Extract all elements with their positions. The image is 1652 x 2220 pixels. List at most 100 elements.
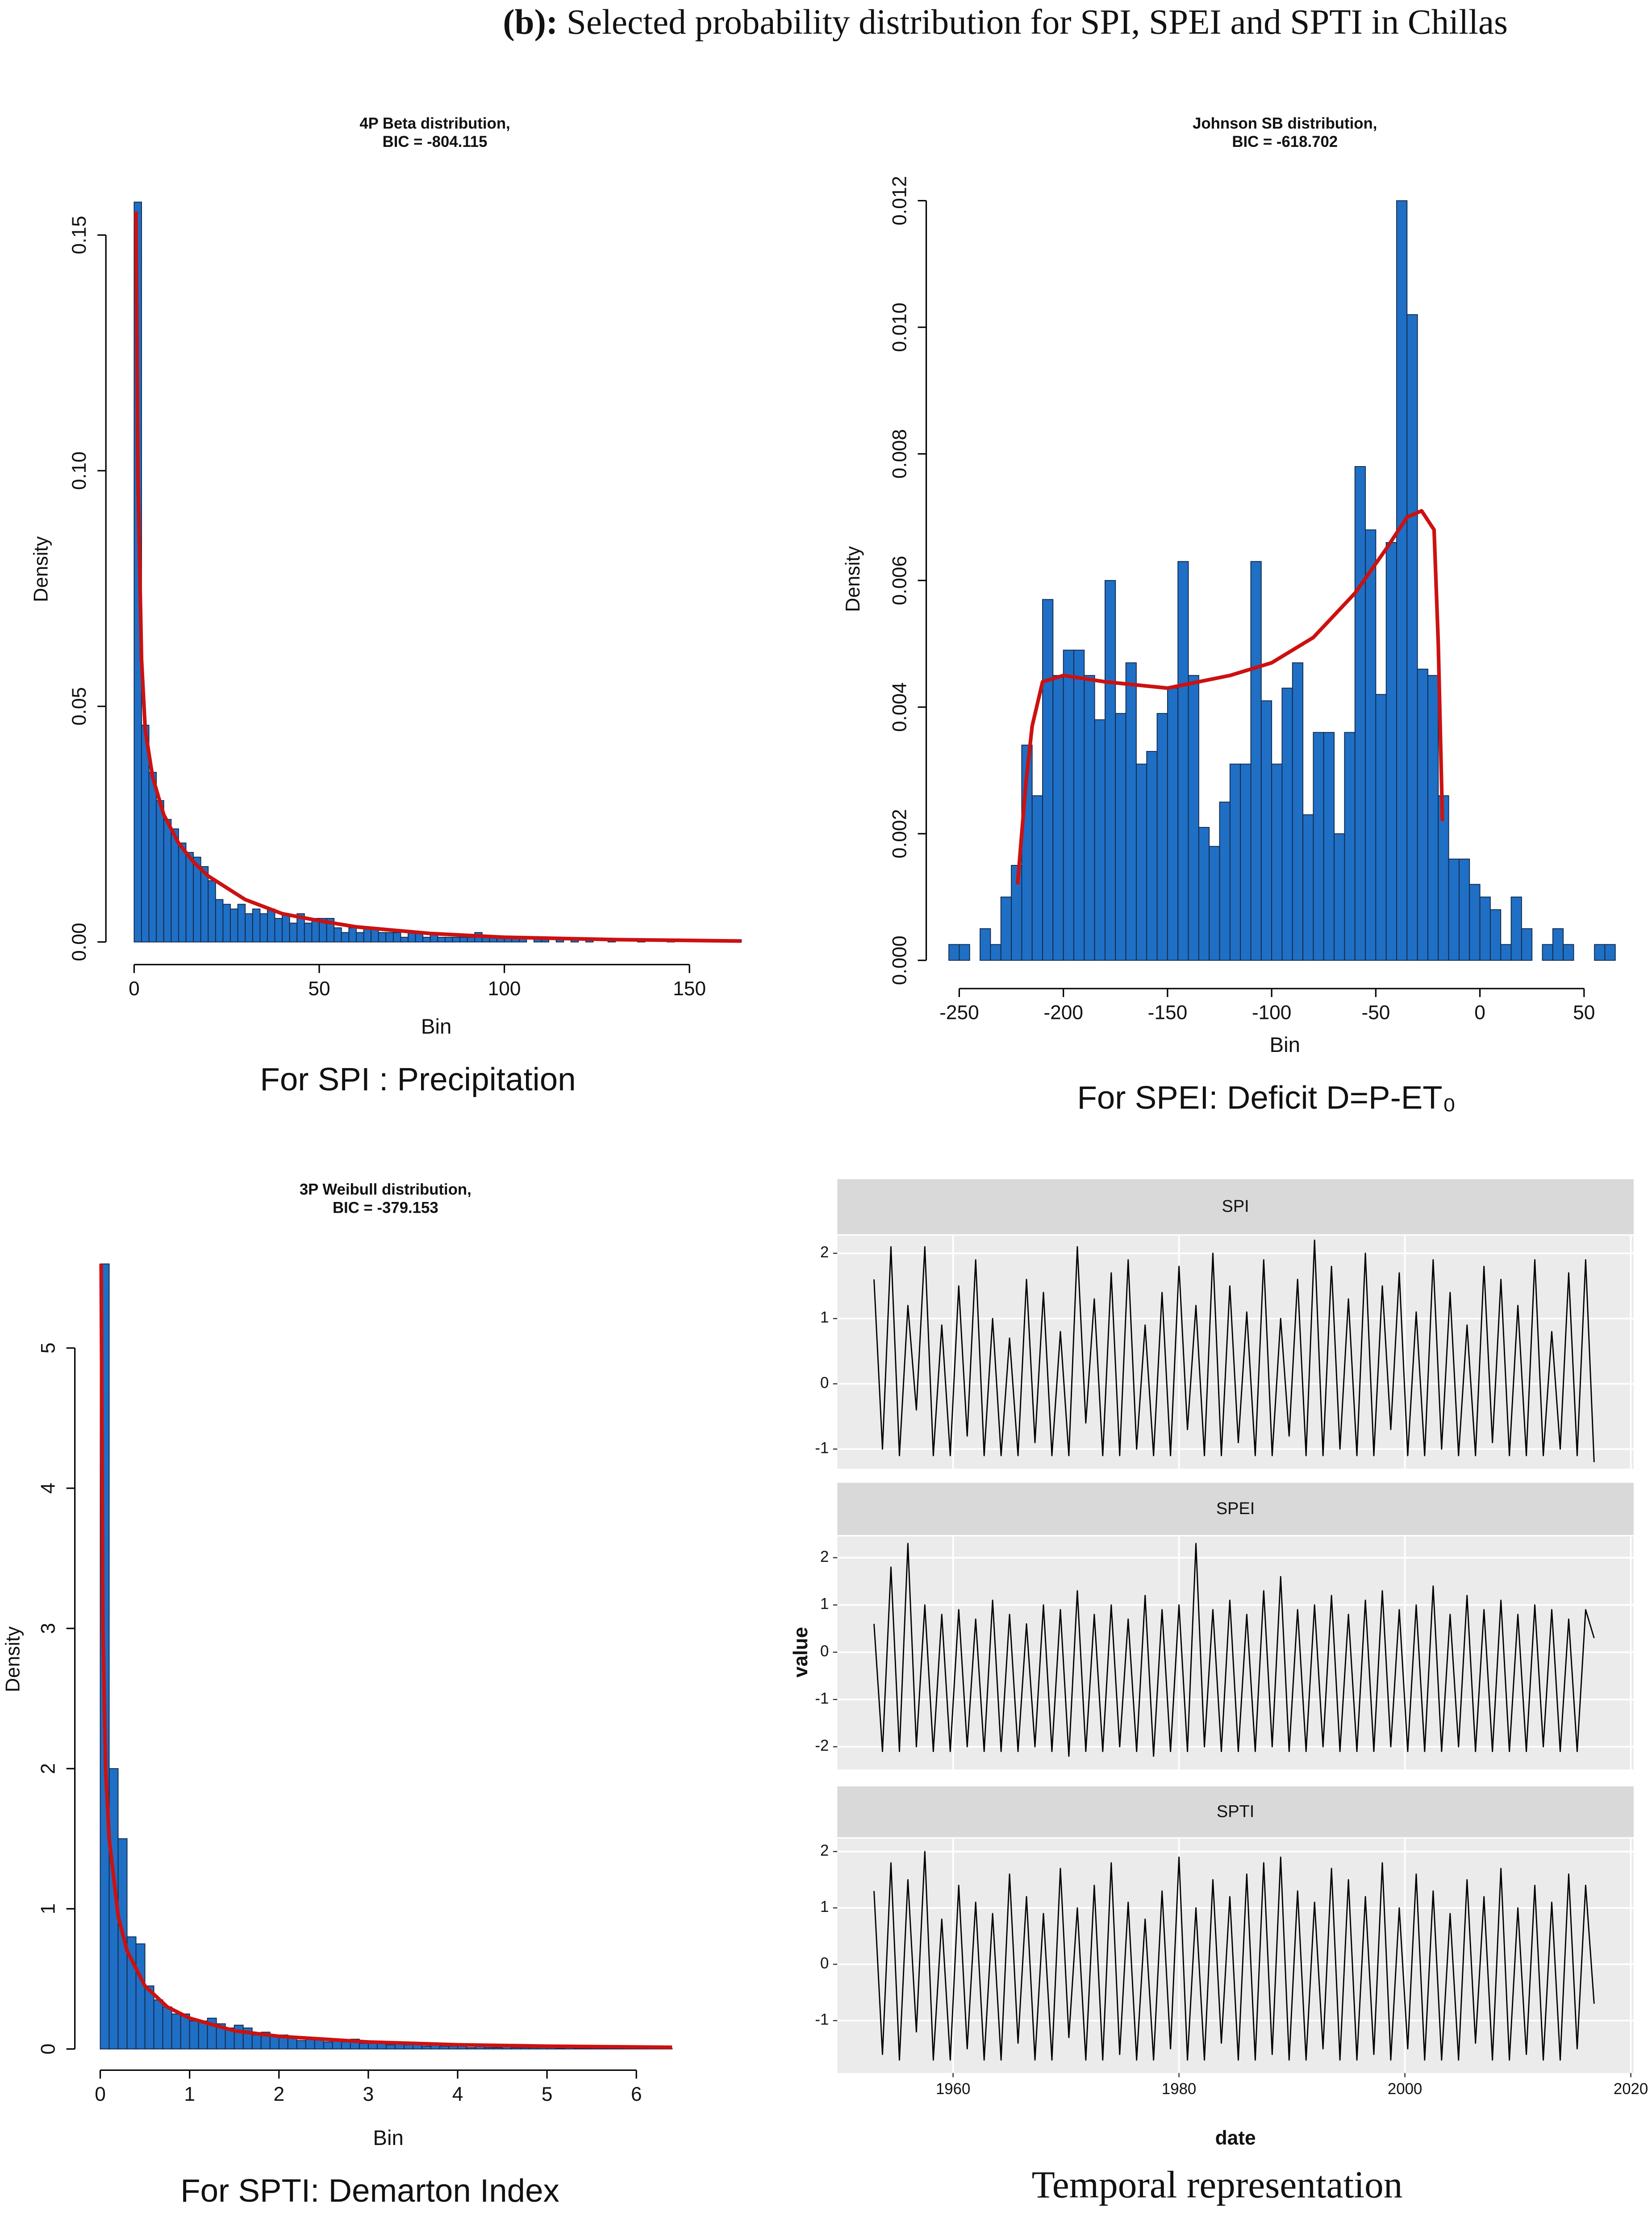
bar [1281,688,1293,961]
bar [208,880,216,943]
x-tick-label: 150 [673,978,706,1000]
x-axis-label: date [1215,2127,1256,2149]
figure-title: (b): Selected probability distribution f… [503,3,1508,42]
y-tick-label: 0.05 [68,687,90,726]
bar [171,828,179,943]
x-tick-label: 100 [488,978,521,1000]
bar [1510,897,1522,961]
caption: For SPTI: Demarton Index [180,2173,559,2209]
bar [444,937,453,943]
caption: Temporal representation [1032,2164,1403,2206]
bar [1500,944,1512,961]
chart-subtitle: BIC = -804.115 [383,134,488,150]
x-tick-label: 0 [1474,1002,1485,1024]
bar [156,800,164,943]
fit-curve [1015,509,1444,885]
bar [408,932,416,943]
bar [459,937,468,943]
bar [493,2047,503,2049]
x-tick-label: 2020 [1614,2081,1648,2098]
bar [378,932,387,943]
panel [837,1838,1634,2073]
bar [274,918,283,943]
y-tick-label: 1 [820,1309,829,1326]
y-tick-label: -1 [815,1440,829,1457]
x-tick-label: -150 [1148,1002,1188,1024]
y-tick-label: 3 [37,1623,59,1634]
x-axis-label: Bin [373,2126,404,2150]
bar [200,866,209,943]
x-tick-label: -100 [1252,1002,1292,1024]
bar [1240,764,1252,961]
bar [980,928,991,961]
bar [448,2045,458,2049]
bar [1521,928,1533,961]
chart-title: 4P Beta distribution, [359,115,510,132]
bar [1031,795,1043,961]
bar [215,899,224,943]
y-axis-label: Density [2,1626,24,1692]
bar [1448,858,1460,961]
bar [1000,897,1012,961]
x-tick-label: 1980 [1162,2081,1196,2098]
bar [555,2048,566,2049]
bar [990,944,1001,961]
caption: For SPEI: Deficit D=P-ET₀ [1077,1080,1456,1116]
bar [1489,909,1502,961]
bar [1479,897,1491,961]
bar [1167,688,1179,961]
bar [234,2024,244,2049]
bar [251,2034,262,2049]
bar [421,2045,431,2049]
bar [148,772,157,943]
chart-subtitle: BIC = -379.153 [333,1200,438,1217]
bar [1177,561,1189,961]
x-tick-label: 2000 [1388,2081,1422,2098]
bar [467,937,476,943]
bar [1219,801,1231,961]
bar [1105,580,1116,961]
bar [1052,675,1064,961]
y-tick-label: 0.000 [889,935,910,985]
y-tick-label: 0.004 [889,682,910,732]
bar [230,908,238,943]
bar [304,922,313,943]
bar [341,932,350,943]
bar [178,843,187,943]
x-axis-label: Bin [1270,1033,1301,1057]
bar [222,904,231,943]
series-line [873,1851,1595,2061]
facet-strip [837,1482,1634,1535]
x-tick-label: 0 [129,978,140,1000]
y-tick-label: 0.006 [889,556,910,605]
bar [1365,529,1377,961]
bar [359,2043,369,2049]
x-tick-label: 3 [363,2083,374,2105]
bar [1396,200,1408,961]
bar [1042,599,1054,961]
bar [1198,827,1210,961]
y-tick-label: 0.010 [889,303,910,352]
y-tick-label: 2 [820,1842,829,1859]
bar [439,2045,449,2049]
facet-strip [837,1786,1634,1837]
facet-label: SPTI [1217,1802,1254,1821]
bar [1354,466,1366,961]
bar [1115,713,1126,961]
bar [520,2047,530,2049]
bar [1094,719,1106,961]
bar [422,937,431,943]
bar [1385,542,1397,961]
bar [1552,928,1564,961]
x-tick-label: -250 [939,1002,979,1024]
bar [252,908,261,943]
x-tick-label: 50 [1573,1002,1595,1024]
bar [1406,314,1418,961]
bar [1604,944,1616,961]
y-tick-label: 2 [820,1244,829,1261]
y-tick-label: 0.00 [68,923,90,961]
bar [363,927,372,943]
y-tick-label: 1 [820,1899,829,1915]
caption: For SPI : Precipitation [260,1061,576,1097]
